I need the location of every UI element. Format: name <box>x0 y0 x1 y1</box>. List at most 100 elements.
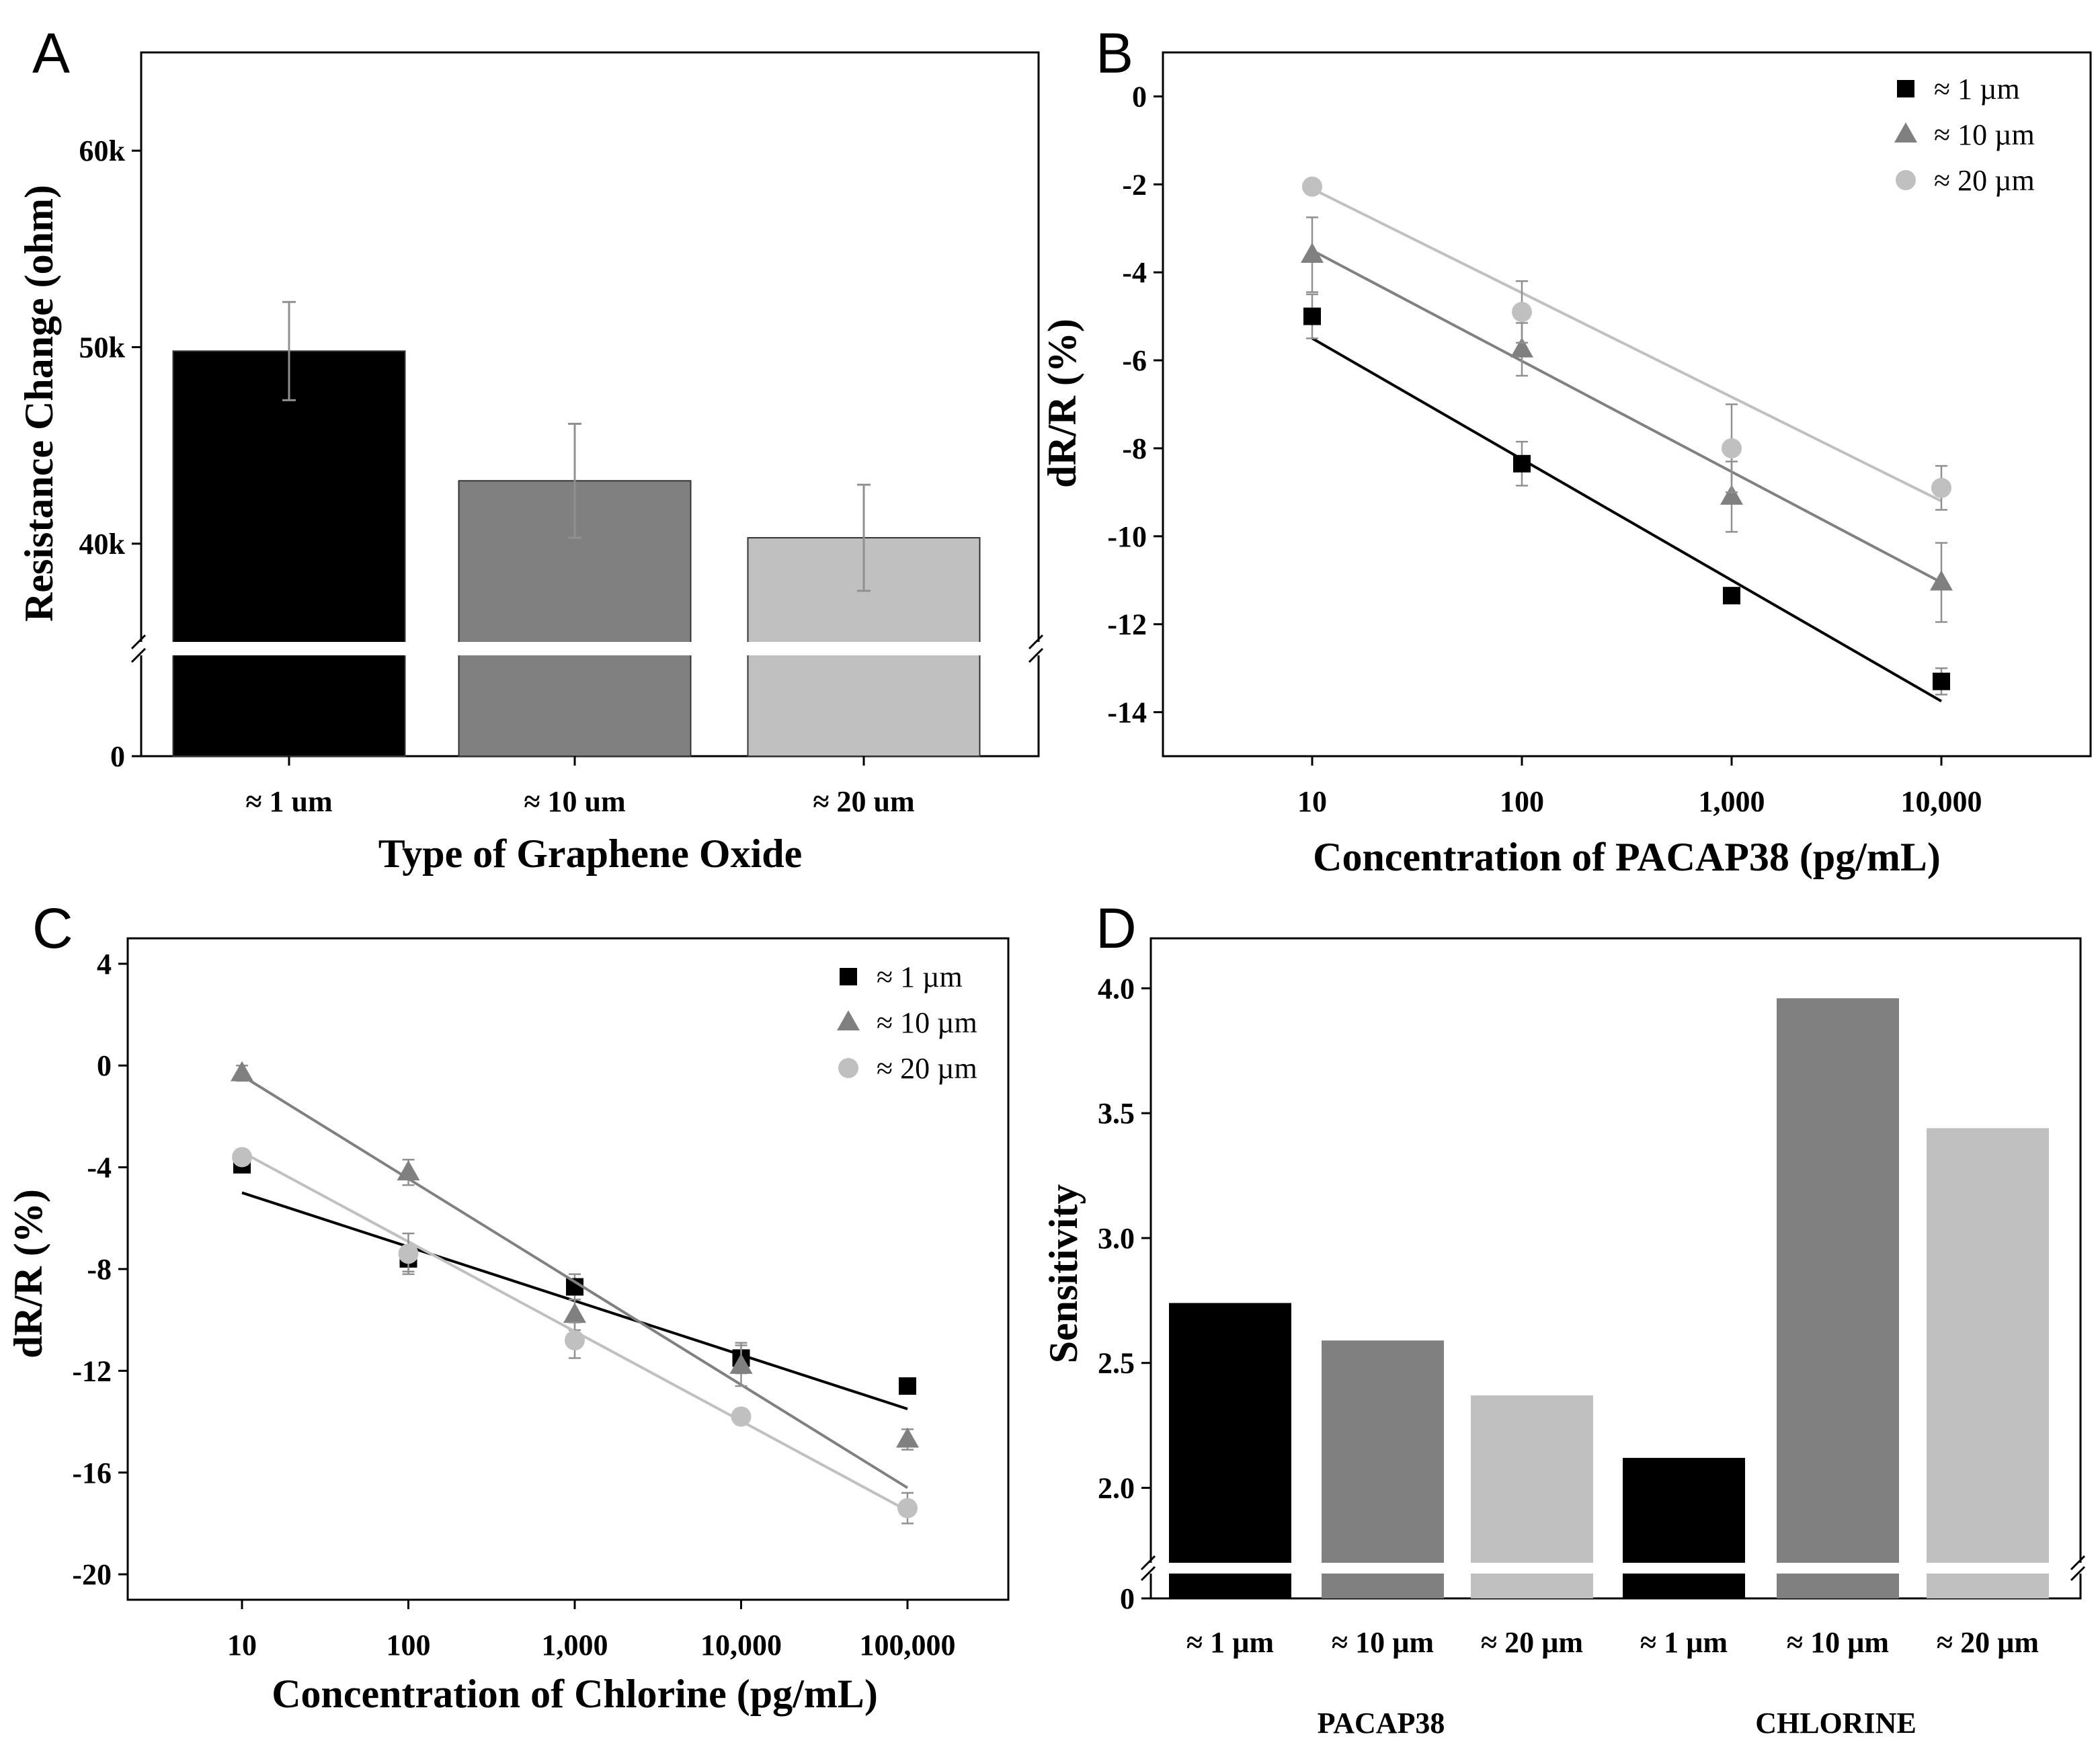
y-tick-label-2: -4 <box>87 1151 112 1184</box>
series-1 <box>1301 216 1953 623</box>
y-tick-label-0: 4.0 <box>1098 972 1135 1005</box>
data-point-2-1 <box>398 1244 419 1264</box>
bar-0 <box>172 350 406 757</box>
x-tick-label-1: ≈ 10 µm <box>1332 1626 1434 1659</box>
series-0 <box>1303 293 1950 702</box>
data-point-1-3 <box>1930 570 1953 591</box>
group-label-1: CHLORINE <box>1755 1707 1916 1740</box>
y-tick-label-1: 3.5 <box>1098 1097 1135 1130</box>
axis-break-mark-bottom-1 <box>2070 1565 2086 1582</box>
data-point-0-2 <box>1723 587 1740 605</box>
panel-letter-c: C <box>32 897 73 960</box>
y-tick-label-5: -16 <box>72 1457 112 1490</box>
fit-line-1 <box>1311 249 1942 584</box>
data-point-2-4 <box>897 1498 918 1518</box>
series-2 <box>232 1147 918 1524</box>
x-tick-label-3: ≈ 1 µm <box>1640 1626 1728 1659</box>
legend-label-2: ≈ 20 µm <box>1934 164 2035 197</box>
bar-1 <box>1322 1340 1444 1598</box>
bar-3 <box>1623 1457 1745 1598</box>
bar-0 <box>1169 1303 1291 1598</box>
chart-c-chlorine-response: 4 0 -4 -8 -12 -16 -20 10 100 1,000 10,000 100,000 ≈ … <box>6 937 1010 1716</box>
legend-label-0: ≈ 1 µm <box>877 961 963 993</box>
data-point-2-3 <box>731 1406 752 1427</box>
y-tick-label-5: 0 <box>1120 1582 1135 1615</box>
legend-label-1: ≈ 10 µm <box>877 1006 977 1039</box>
x-tick-label-4: ≈ 10 µm <box>1787 1626 1889 1659</box>
y-tick-label-3: -8 <box>87 1253 112 1286</box>
legend-label-2: ≈ 20 µm <box>877 1052 977 1085</box>
axis-break-mark-bottom-0 <box>130 647 147 663</box>
x-tick-label-2: 1,000 <box>542 1629 608 1662</box>
y-tick-label-4: -12 <box>72 1354 112 1387</box>
plot-frame <box>1162 51 2092 758</box>
axis-break-mark-top-0 <box>130 634 147 650</box>
legend-marker-2 <box>838 1058 858 1078</box>
x-tick-label-2: ≈ 20 um <box>813 785 914 818</box>
axis-break-band <box>1141 1563 2090 1574</box>
fit-line-0 <box>1311 337 1942 702</box>
chart-d-sensitivity: ≈ 1 µm ≈ 10 µm ≈ 20 µm ≈ 1 µm ≈ 10 µm ≈ 20 µm… <box>1041 937 2090 1740</box>
data-point-0-1 <box>1513 454 1531 473</box>
x-tick-label-1: 100 <box>1500 785 1544 818</box>
panel-letter-a: A <box>32 22 70 85</box>
data-point-2-2 <box>565 1330 585 1350</box>
x-tick-label-0: ≈ 1 µm <box>1186 1626 1274 1659</box>
data-point-1-2 <box>1720 484 1743 505</box>
data-point-2-0 <box>232 1147 252 1168</box>
axis-break-mark-bottom-0 <box>1140 1565 1156 1582</box>
y-tick-label-2: -4 <box>1122 256 1147 289</box>
x-tick-label-0: 10 <box>1297 785 1327 818</box>
y-tick-label-3: 2.5 <box>1098 1347 1135 1380</box>
data-point-1-3 <box>729 1353 753 1374</box>
y-tick-label-1: -2 <box>1122 168 1147 201</box>
chart-b-pacap38-response: 0 -2 -4 -6 -8 -10 -12 -14 10 100 1,000 10,000 ≈ 1 µm… <box>1040 51 2092 879</box>
x-axis-title: Type of Graphene Oxide <box>378 831 803 876</box>
group-label-0: PACAP38 <box>1318 1707 1445 1740</box>
x-tick-label-0: ≈ 1 um <box>245 785 332 818</box>
y-tick-label-4: 2.0 <box>1098 1472 1135 1505</box>
y-tick-label-6: -12 <box>1107 608 1147 641</box>
x-tick-label-4: 100,000 <box>860 1629 956 1662</box>
data-point-0-0 <box>1303 307 1321 325</box>
y-tick-label-0: 60k <box>79 134 126 167</box>
panel-letter-d: D <box>1096 897 1137 960</box>
fit-line-1 <box>241 1074 909 1490</box>
y-tick-label-0: 0 <box>1132 80 1147 113</box>
x-tick-label-1: 100 <box>387 1629 431 1662</box>
legend-label-1: ≈ 10 µm <box>1934 118 2035 151</box>
x-tick-label-1: ≈ 10 um <box>524 785 625 818</box>
y-axis-title: Sensitivity <box>1041 1184 1086 1364</box>
axis-break-band <box>132 642 1048 655</box>
x-tick-label-3: 10,000 <box>1901 785 1982 818</box>
x-tick-label-2: 1,000 <box>1699 785 1765 818</box>
y-tick-label-5: -10 <box>1107 520 1147 553</box>
data-point-0-4 <box>899 1377 916 1395</box>
y-tick-label-3: -6 <box>1122 344 1147 377</box>
y-axis-title: dR/R (%) <box>6 1189 50 1358</box>
x-axis-title: Concentration of PACAP38 (pg/mL) <box>1313 835 1941 879</box>
y-tick-label-3: 0 <box>110 740 125 773</box>
y-tick-label-1: 0 <box>97 1049 112 1082</box>
y-tick-label-2: 40k <box>79 528 126 561</box>
data-point-1-1 <box>397 1160 420 1181</box>
legend-marker-1 <box>1894 122 1917 142</box>
bar-5 <box>1927 1128 2049 1598</box>
legend-marker-1 <box>837 1010 860 1030</box>
data-point-2-0 <box>1302 176 1322 197</box>
fit-line-2 <box>1311 188 1942 503</box>
x-axis-title: Concentration of Chlorine (pg/mL) <box>272 1672 878 1716</box>
legend-marker-0 <box>840 968 857 985</box>
x-tick-label-2: ≈ 20 µm <box>1481 1626 1583 1659</box>
x-tick-label-3: 10,000 <box>700 1629 782 1662</box>
legend-marker-2 <box>1896 170 1916 190</box>
data-point-2-2 <box>1722 438 1742 458</box>
axis-break-mark-top-1 <box>1028 634 1044 650</box>
data-point-1-2 <box>563 1303 586 1323</box>
y-tick-label-2: 3.0 <box>1098 1222 1135 1255</box>
bar-4 <box>1777 998 1899 1598</box>
chart-a-resistance-change: ≈ 1 um ≈ 10 um ≈ 20 um 60k 50k 40k 0 Type of Gr… <box>17 51 1048 876</box>
axis-break-mark-bottom-1 <box>1028 647 1044 663</box>
y-tick-label-0: 4 <box>97 948 112 981</box>
